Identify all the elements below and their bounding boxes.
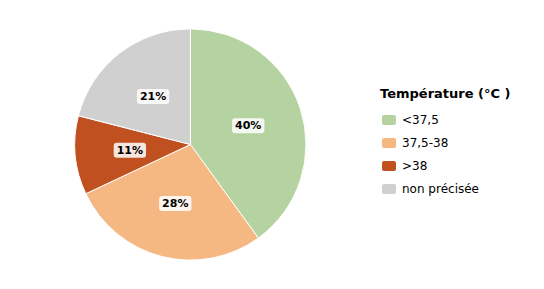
svg-text:28%: 28% xyxy=(162,197,188,210)
svg-text:<37,5: <37,5 xyxy=(402,113,439,127)
svg-text:>38: >38 xyxy=(402,159,427,173)
svg-text:21%: 21% xyxy=(140,90,166,103)
svg-text:37,5-38: 37,5-38 xyxy=(402,136,448,150)
svg-text:non précisée: non précisée xyxy=(402,182,479,196)
svg-text:11%: 11% xyxy=(117,144,143,157)
svg-text:40%: 40% xyxy=(235,119,261,132)
svg-text:Température (°C ): Température (°C ) xyxy=(380,86,510,101)
